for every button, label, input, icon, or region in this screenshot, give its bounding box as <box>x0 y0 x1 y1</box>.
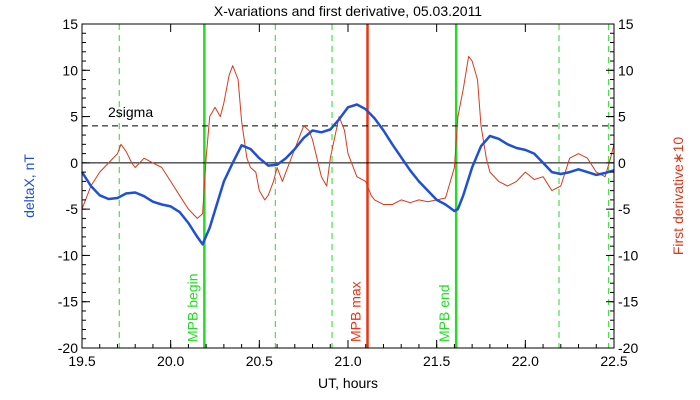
right-axis-title: First derivative∗10 <box>670 137 686 256</box>
y-tick-label-right-6: 10 <box>618 62 634 78</box>
x-tick-label-4: 21.5 <box>423 353 450 369</box>
y-tick-label-right-5: 5 <box>618 109 626 125</box>
series-line-derivative <box>81 55 615 219</box>
x-tick-label-2: 20.5 <box>246 353 273 369</box>
x-tick-label-0: 19.5 <box>68 353 95 369</box>
y-tick-label-left-7: 15 <box>62 16 78 32</box>
marker-label-5: MPB max <box>348 281 364 342</box>
vertical-markers: MPB begin MPB max MPB end <box>118 24 610 348</box>
y-tick-label-right-0: -20 <box>618 340 638 356</box>
y-tick-label-left-0: -20 <box>58 340 78 356</box>
left-axis-title: deltaX, nT <box>21 154 37 218</box>
y-tick-label-left-6: 10 <box>62 62 78 78</box>
y-tick-label-left-4: 0 <box>70 155 78 171</box>
marker-label-2: MPB begin <box>184 274 200 342</box>
x-tick-label-3: 21.0 <box>334 353 361 369</box>
x-tick-label-6: 22.5 <box>600 353 627 369</box>
x-axis-title: UT, hours <box>318 375 378 391</box>
threshold-label: 2sigma <box>108 104 153 120</box>
y-tick-label-right-2: -10 <box>618 247 638 263</box>
marker-label-6: MPB end <box>436 284 452 342</box>
y-tick-label-left-2: -10 <box>58 247 78 263</box>
chart-title: X-variations and first derivative, 05.03… <box>214 3 482 19</box>
x-tick-label-5: 22.0 <box>512 353 539 369</box>
series <box>80 55 615 246</box>
y-tick-label-left-3: -5 <box>66 201 79 217</box>
y-tick-label-right-4: 0 <box>618 155 626 171</box>
tick-labels: 19.5 20.0 20.5 21.0 21.5 22.0 22.5-20 -20-15 -15… <box>58 16 639 369</box>
series-line-deltaX <box>80 103 615 246</box>
y-tick-label-left-5: 5 <box>70 109 78 125</box>
y-tick-label-left-1: -15 <box>58 294 78 310</box>
y-tick-label-right-1: -15 <box>618 294 638 310</box>
reference-lines <box>82 125 614 164</box>
x-tick-label-1: 20.0 <box>157 353 184 369</box>
y-tick-label-right-3: -5 <box>618 201 631 217</box>
y-tick-label-right-7: 15 <box>618 16 634 32</box>
axis-ticks <box>81 23 615 349</box>
